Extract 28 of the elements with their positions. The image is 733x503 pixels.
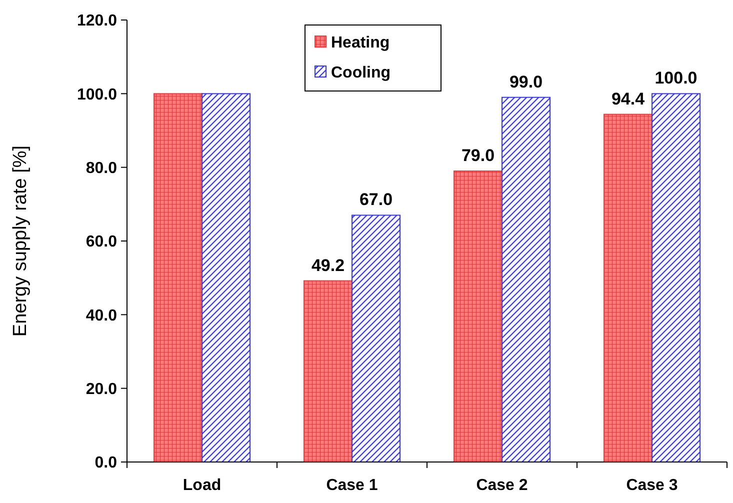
bar <box>202 93 250 462</box>
bar <box>352 214 400 462</box>
bar <box>502 96 550 462</box>
bar <box>154 93 202 462</box>
y-tick-label: 20.0 <box>86 380 118 398</box>
y-tick-label: 100.0 <box>76 86 118 104</box>
x-tick-label: Case 3 <box>626 477 678 494</box>
y-tick-label: 60.0 <box>86 234 118 251</box>
data-label: 67.0 <box>359 190 393 210</box>
y-tick-label: 80.0 <box>86 160 118 177</box>
data-label: 79.0 <box>461 146 495 166</box>
data-label: 100.0 <box>654 68 698 88</box>
bar <box>652 93 700 462</box>
bar <box>454 170 502 462</box>
legend-label: Cooling <box>331 64 391 82</box>
data-label: 99.0 <box>509 72 543 92</box>
x-tick-label: Case 2 <box>476 477 528 494</box>
y-tick-label: 120.0 <box>76 12 118 30</box>
bar <box>604 114 652 462</box>
y-axis-title: Energy supply rate [%] <box>10 145 31 337</box>
y-tick-label: 40.0 <box>86 307 118 324</box>
x-tick-label: Load <box>182 477 222 494</box>
data-label: 49.2 <box>311 256 345 275</box>
data-label: 94.4 <box>611 89 646 108</box>
y-tick-label: 0.0 <box>94 454 118 472</box>
x-tick-label: Case 1 <box>326 477 378 494</box>
bar <box>304 280 352 462</box>
legend-label: Heating <box>331 34 390 52</box>
